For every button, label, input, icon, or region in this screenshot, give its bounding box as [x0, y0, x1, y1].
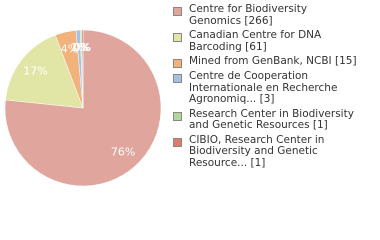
legend-label: Research Center in Biodiversity and Gene…	[189, 107, 354, 131]
legend-label: Centre for Biodiversity Genomics [266]	[189, 3, 308, 27]
legend-swatch	[173, 33, 182, 42]
pie-slice	[81, 29, 84, 109]
legend-label: CIBIO, Research Center in Biodiversity a…	[189, 133, 325, 169]
slice-label: 0%	[73, 41, 90, 54]
legend-swatch	[173, 74, 182, 83]
slice-label: 76%	[111, 146, 135, 159]
slice-label: 1%	[70, 41, 87, 54]
pie-slice	[5, 34, 84, 109]
legend: Centre for Biodiversity Genomics [266] Ca…	[172, 3, 372, 172]
legend-item: CIBIO, Research Center in Biodiversity a…	[172, 133, 372, 170]
legend-item: Centre for Biodiversity Genomics [266]	[172, 3, 372, 27]
legend-swatch	[173, 7, 182, 16]
legend-label: Mined from GenBank, NCBI [15]	[189, 55, 357, 67]
legend-item: Centre de Cooperation Internationale en …	[172, 70, 372, 106]
legend-swatch	[173, 111, 182, 121]
slice-label: 17%	[23, 64, 47, 77]
legend-label: Centre de Cooperation Internationale en …	[189, 70, 338, 105]
legend-swatch	[173, 137, 182, 147]
legend-item: Canadian Centre for DNA Barcoding [61]	[172, 29, 372, 53]
slice-label: 4%	[61, 43, 78, 56]
pie: 76%17%4%1%0%0%	[4, 29, 162, 187]
legend-item: Mined from GenBank, NCBI [15]	[172, 55, 372, 68]
legend-label: Canadian Centre for DNA Barcoding [61]	[189, 29, 322, 53]
legend-item: Research Center in Biodiversity and Gene…	[172, 107, 372, 132]
slice-label: 0%	[74, 41, 91, 54]
legend-swatch	[173, 59, 182, 68]
